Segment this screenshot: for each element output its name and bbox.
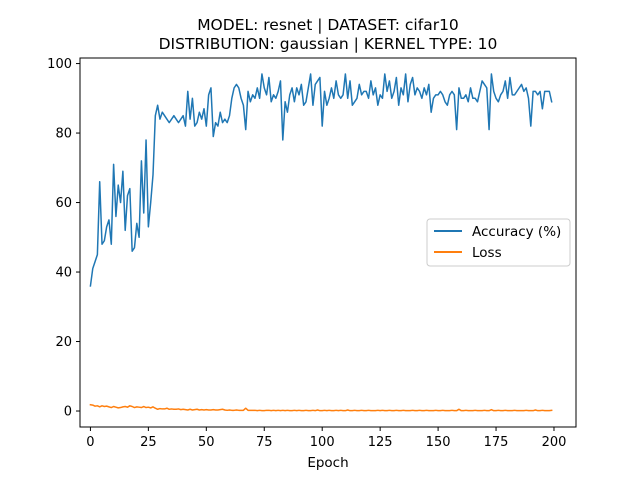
series-line-loss xyxy=(89,403,553,412)
series-line-accuracy xyxy=(89,73,553,287)
y-axis: 0 20 40 60 80 100 xyxy=(47,57,80,420)
x-tick-label: 125 xyxy=(368,435,393,450)
legend-label-accuracy: Accuracy (%) xyxy=(472,224,561,240)
x-axis-label: Epoch xyxy=(307,455,348,471)
x-tick-label: 0 xyxy=(86,435,94,450)
legend: Accuracy (%) Loss xyxy=(426,218,571,267)
x-tick-label: 150 xyxy=(426,435,451,450)
x-tick-label: 50 xyxy=(198,435,215,450)
y-tick-label: 0 xyxy=(64,405,72,420)
chart-title-line-2: DISTRIBUTION: gaussian | KERNEL TYPE: 10 xyxy=(159,35,498,53)
y-tick-label: 60 xyxy=(55,196,72,211)
legend-box xyxy=(426,218,571,267)
x-axis: 0 25 50 75 100 125 150 175 200 xyxy=(86,427,566,450)
chart-title-line-1: MODEL: resnet | DATASET: cifar10 xyxy=(197,16,459,34)
y-tick-label: 100 xyxy=(47,57,72,72)
y-tick-label: 20 xyxy=(55,335,72,350)
x-tick-label: 175 xyxy=(484,435,509,450)
x-tick-label: 25 xyxy=(140,435,157,450)
legend-label-loss: Loss xyxy=(472,245,502,261)
y-tick-label: 40 xyxy=(55,266,72,281)
x-tick-label: 100 xyxy=(310,435,335,450)
plot-frame xyxy=(79,57,577,428)
x-tick-label: 75 xyxy=(256,435,273,450)
x-tick-label: 200 xyxy=(542,435,567,450)
y-tick-label: 80 xyxy=(55,127,72,142)
series-layer xyxy=(89,73,553,412)
